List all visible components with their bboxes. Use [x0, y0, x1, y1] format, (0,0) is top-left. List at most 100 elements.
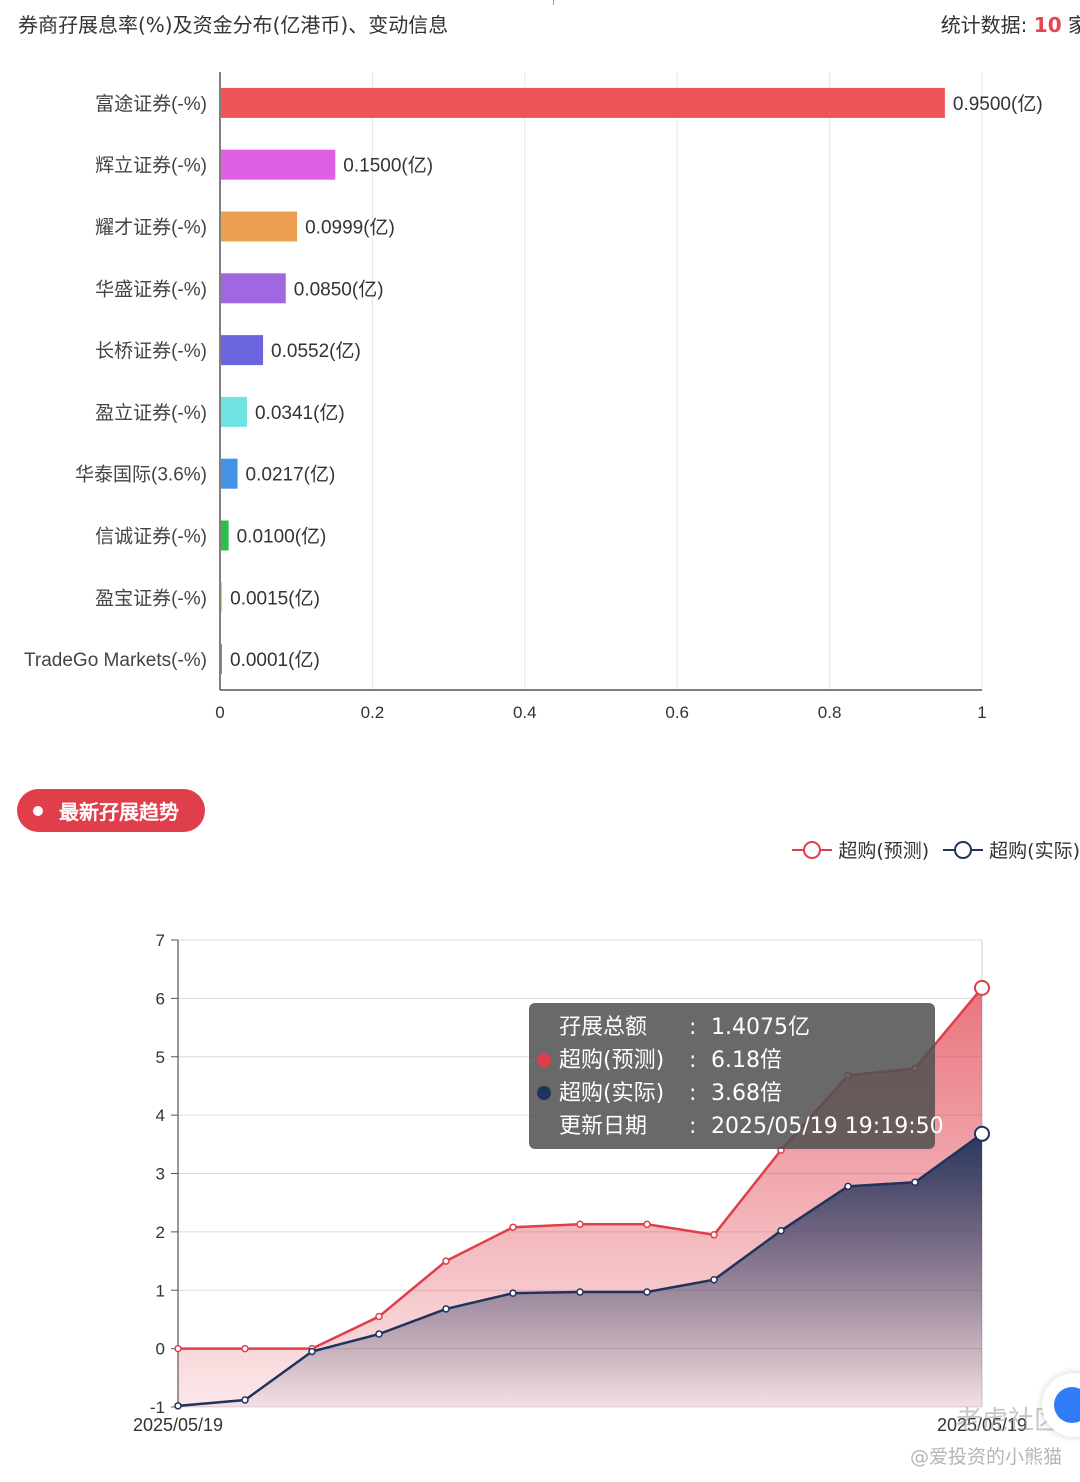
bar-value-label: 0.0850(亿)	[294, 278, 384, 300]
y-category-label: 长桥证券(-%)	[95, 340, 207, 362]
x-tick-label: 0.4	[513, 703, 537, 722]
bar	[221, 273, 286, 304]
latest-trend-button[interactable]: 最新孖展趋势	[17, 789, 205, 832]
bar-value-label: 0.0100(亿)	[237, 526, 327, 548]
data-point	[777, 1226, 785, 1235]
bar-value-label: 0.0217(亿)	[246, 464, 336, 486]
y-category-label: 信诚证券(-%)	[95, 526, 207, 548]
y-tick-label: 2	[156, 1223, 165, 1242]
app-icon	[1054, 1387, 1080, 1423]
y-tick-label: 6	[156, 989, 165, 1008]
tooltip-value-date: 2025/05/19 19:19:50	[711, 1114, 944, 1139]
actual-dot-icon	[537, 1086, 551, 1100]
y-tick-label: 5	[156, 1048, 165, 1067]
tooltip-label-date: 更新日期	[559, 1114, 648, 1139]
data-point	[710, 1275, 718, 1284]
tooltip-value-forecast: 6.18倍	[711, 1048, 782, 1073]
data-point	[710, 1231, 718, 1239]
tooltip-label-actual: 超购(实际)	[559, 1081, 665, 1106]
series-area	[178, 1133, 982, 1407]
data-point	[241, 1344, 249, 1353]
legend-item-forecast[interactable]: 超购(预测)	[792, 836, 929, 863]
x-tick-label: 1	[977, 703, 986, 722]
bar	[221, 396, 247, 427]
bar-value-label: 0.9500(亿)	[953, 93, 1043, 115]
stat-label: 统计数据:	[940, 13, 1034, 37]
bar-value-label: 0.0001(亿)	[230, 649, 320, 671]
tooltip-colon: :	[689, 1015, 697, 1040]
x-tick-label: 0.6	[665, 703, 689, 722]
data-point	[576, 1288, 584, 1296]
x-tick-label: 2025/05/19	[133, 1415, 223, 1435]
tooltip-colon: :	[689, 1048, 697, 1073]
y-tick-label: 1	[156, 1281, 165, 1300]
bar	[221, 149, 336, 180]
bar-value-label: 0.0341(亿)	[255, 402, 345, 424]
tooltip-colon: :	[689, 1081, 697, 1106]
data-point	[442, 1305, 450, 1313]
data-point	[911, 1178, 919, 1187]
stat-count: 10	[1033, 13, 1062, 37]
y-category-label: TradeGo Markets(-%)	[24, 650, 207, 671]
tooltip-label-total: 孖展总额	[559, 1015, 648, 1040]
y-category-label: 盈立证券(-%)	[95, 402, 207, 424]
top-divider-tick	[553, 0, 554, 5]
legend-forecast-label: 超购(预测)	[838, 840, 930, 862]
data-point	[643, 1220, 651, 1229]
data-point	[442, 1257, 450, 1265]
bar-value-label: 0.0552(亿)	[271, 340, 361, 362]
bar	[221, 582, 223, 613]
legend-forecast-icon	[792, 840, 833, 859]
data-point	[643, 1288, 651, 1296]
x-tick-label: 0.8	[818, 703, 842, 722]
data-point	[375, 1330, 383, 1338]
data-point	[974, 979, 990, 996]
y-category-label: 辉立证券(-%)	[95, 155, 207, 177]
data-point	[174, 1344, 182, 1353]
data-point	[844, 1182, 852, 1191]
data-point	[375, 1312, 383, 1321]
bar-value-label: 0.1500(亿)	[343, 155, 433, 177]
tooltip-row-total: 孖展总额 : 1.4075亿	[529, 1011, 935, 1044]
data-point	[174, 1402, 182, 1410]
stat-unit: 家	[1068, 13, 1080, 37]
bar-value-label: 0.0999(亿)	[305, 217, 395, 239]
data-point	[241, 1396, 249, 1404]
y-category-label: 华盛证券(-%)	[95, 278, 207, 300]
chart-title: 券商孖展息率(%)及资金分布(亿港币)、变动信息	[18, 13, 449, 37]
dot-icon	[33, 805, 43, 816]
y-category-label: 华泰国际(3.6%)	[75, 464, 207, 486]
data-point	[308, 1347, 316, 1356]
latest-trend-label: 最新孖展趋势	[59, 800, 179, 824]
y-category-label: 盈宝证券(-%)	[95, 587, 207, 609]
y-category-label: 耀才证券(-%)	[95, 217, 207, 239]
bar	[221, 458, 238, 489]
chart-tooltip: 孖展总额 : 1.4075亿 超购(预测) : 6.18倍 超购(实际) : 3…	[529, 1003, 944, 1149]
y-category-label: 富途证券(-%)	[95, 93, 207, 115]
x-tick-label: 0.2	[361, 703, 385, 722]
bar	[221, 87, 945, 118]
stat-count-label: 统计数据: 10 家	[941, 9, 1080, 38]
bar	[221, 211, 298, 242]
y-tick-label: 7	[156, 931, 165, 950]
legend-item-actual[interactable]: 超购(实际)	[943, 836, 1080, 863]
x-tick-label: 0	[215, 703, 224, 722]
tooltip-row-date: 更新日期 : 2025/05/19 19:19:50	[529, 1110, 944, 1143]
tooltip-row-actual: 超购(实际) : 3.68倍	[529, 1077, 935, 1110]
broker-bar-chart: 0 0.2 0.4 0.6 0.8 1 富途证券(-%) 0.9500(亿) 辉立证券(-%) 0…	[24, 72, 1043, 722]
data-point	[509, 1223, 517, 1231]
bar	[221, 644, 222, 675]
forecast-dot-icon	[537, 1053, 551, 1067]
legend-actual-icon	[943, 840, 984, 859]
data-point	[576, 1220, 584, 1229]
bar	[221, 335, 264, 366]
y-tick-label: 0	[156, 1340, 165, 1359]
data-point	[974, 1125, 990, 1142]
tooltip-row-forecast: 超购(预测) : 6.18倍	[529, 1044, 935, 1077]
tooltip-colon: :	[689, 1114, 697, 1139]
tooltip-label-forecast: 超购(预测)	[559, 1048, 665, 1073]
watermark-author: @爱投资的小熊猫	[909, 1446, 1062, 1468]
legend-actual-label: 超购(实际)	[989, 840, 1080, 862]
y-tick-label: 4	[156, 1106, 165, 1125]
x-tick-label: 2025/05/19	[937, 1415, 1027, 1435]
